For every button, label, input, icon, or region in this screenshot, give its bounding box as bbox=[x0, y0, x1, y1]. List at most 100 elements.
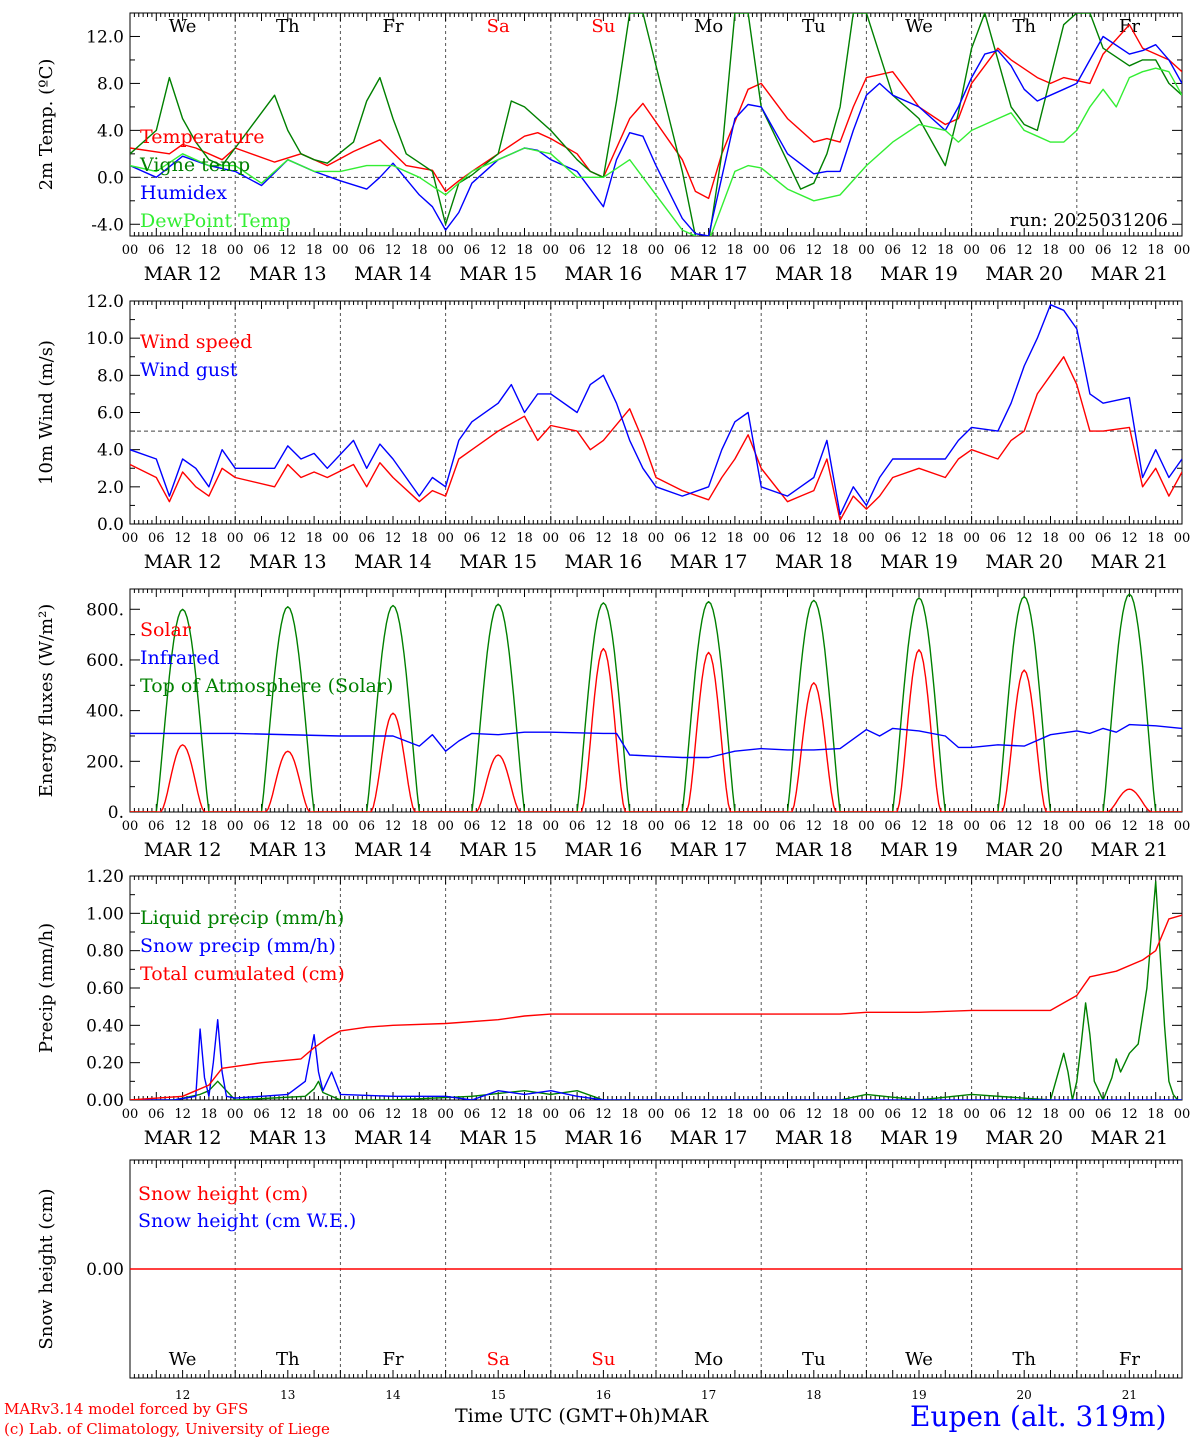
energy-y-tick-label: 600. bbox=[86, 651, 124, 671]
wind-hour-tick-label: 18 bbox=[1042, 531, 1059, 546]
wind-hour-tick-label: 06 bbox=[674, 531, 691, 546]
precip-hour-tick-label: 18 bbox=[1147, 1107, 1164, 1122]
temp-hour-tick-label: 18 bbox=[411, 243, 428, 258]
temp-legend-entry: DewPoint Temp bbox=[140, 210, 291, 232]
day-number-label: 15 bbox=[491, 1388, 506, 1402]
energy-y-tick-label: 200. bbox=[86, 752, 124, 772]
energy-date-label: MAR 16 bbox=[565, 839, 643, 861]
wind-date-label: MAR 18 bbox=[775, 551, 853, 573]
energy-hour-tick-label: 18 bbox=[1147, 819, 1164, 834]
day-name-label: Su bbox=[591, 16, 615, 37]
wind-hour-tick-label: 18 bbox=[937, 531, 954, 546]
wind-hour-tick-label: 18 bbox=[201, 531, 218, 546]
day-name-label: Th bbox=[276, 16, 300, 37]
wind-y-tick-label: 8.0 bbox=[97, 366, 124, 386]
wind-hour-tick-label: 06 bbox=[779, 531, 796, 546]
precip-hour-tick-label: 12 bbox=[806, 1107, 823, 1122]
energy-hour-tick-label: 18 bbox=[832, 819, 849, 834]
day-name-label: Sa bbox=[487, 16, 510, 37]
temp-hour-tick-label: 00 bbox=[122, 243, 139, 258]
wind-hour-tick-label: 06 bbox=[990, 531, 1007, 546]
temp-series-group bbox=[130, 13, 1182, 236]
temp-hour-tick-label: 12 bbox=[174, 243, 191, 258]
energy-hour-tick-label: 18 bbox=[201, 819, 218, 834]
temp-hour-tick-label: 06 bbox=[1095, 243, 1112, 258]
wind-y-tick-label: 4.0 bbox=[97, 441, 124, 461]
precip-hour-tick-label: 06 bbox=[253, 1107, 270, 1122]
energy-hour-tick-label: 06 bbox=[990, 819, 1007, 834]
energy-hour-tick-label: 00 bbox=[1069, 819, 1086, 834]
precip-hour-tick-label: 00 bbox=[858, 1107, 875, 1122]
wind-hour-tick-label: 12 bbox=[174, 531, 191, 546]
energy-hour-tick-label: 06 bbox=[569, 819, 586, 834]
precip-hour-tick-label: 12 bbox=[1121, 1107, 1138, 1122]
energy-date-label: MAR 19 bbox=[880, 839, 958, 861]
energy-hour-tick-label: 00 bbox=[648, 819, 665, 834]
wind-hour-tick-label: 00 bbox=[858, 531, 875, 546]
wind-hour-tick-label: 06 bbox=[1095, 531, 1112, 546]
energy-hour-tick-label: 12 bbox=[174, 819, 191, 834]
energy-date-label: MAR 12 bbox=[144, 839, 222, 861]
snow-y-axis-label: Snow height (cm) bbox=[36, 1188, 57, 1349]
wind-y-tick-label: 12.0 bbox=[86, 292, 124, 312]
wind-hour-tick-label: 00 bbox=[437, 531, 454, 546]
day-name-label: Su bbox=[591, 1349, 615, 1370]
temp-y-tick-label: -4.0 bbox=[91, 215, 124, 235]
wind-hour-tick-label: 00 bbox=[1069, 531, 1086, 546]
solar-line bbox=[130, 647, 1182, 812]
snow-y-tick-label: 0.00 bbox=[86, 1260, 124, 1280]
energy-hour-tick-label: 18 bbox=[306, 819, 323, 834]
x-axis-month: MAR bbox=[660, 1405, 709, 1427]
day-name-label: We bbox=[169, 1349, 197, 1370]
wind-hour-tick-label: 00 bbox=[332, 531, 349, 546]
energy-hour-tick-label: 18 bbox=[516, 819, 533, 834]
temp-hour-tick-label: 18 bbox=[832, 243, 849, 258]
precip-date-label: MAR 15 bbox=[459, 1127, 537, 1149]
wind-y-tick-label: 6.0 bbox=[97, 404, 124, 424]
precip-hour-tick-label: 18 bbox=[937, 1107, 954, 1122]
toa-solar-line bbox=[130, 593, 1182, 812]
precip-hour-tick-label: 18 bbox=[201, 1107, 218, 1122]
temp-hour-tick-label: 12 bbox=[595, 243, 612, 258]
temp-hour-tick-label: 18 bbox=[1042, 243, 1059, 258]
precip-y-axis-label: Precip (mm/h) bbox=[36, 923, 57, 1053]
precip-hour-tick-label: 06 bbox=[674, 1107, 691, 1122]
day-name-label: Sa bbox=[487, 1349, 510, 1370]
temp-dewpoint-templine bbox=[130, 67, 1182, 236]
temp-date-label: MAR 15 bbox=[459, 263, 537, 285]
wind-wind-speedline bbox=[130, 356, 1182, 521]
precip-hour-tick-label: 06 bbox=[569, 1107, 586, 1122]
temp-date-label: MAR 19 bbox=[880, 263, 958, 285]
wind-date-label: MAR 16 bbox=[565, 551, 643, 573]
precip-hour-tick-label: 18 bbox=[832, 1107, 849, 1122]
day-number-label: 12 bbox=[175, 1388, 190, 1402]
temp-y-tick-label: 12.0 bbox=[86, 27, 124, 47]
precip-panel: 0.00 0.20 0.40 0.60 0.80 1.00 1.20 Precip (mm/h… bbox=[36, 867, 1190, 1149]
precip-hour-tick-label: 12 bbox=[490, 1107, 507, 1122]
energy-hour-tick-label: 12 bbox=[490, 819, 507, 834]
energy-hour-tick-label: 18 bbox=[727, 819, 744, 834]
precip-y-tick-label: 0.20 bbox=[86, 1054, 124, 1074]
wind-hour-tick-label: 12 bbox=[490, 531, 507, 546]
temp-hour-tick-label: 12 bbox=[1016, 243, 1033, 258]
energy-hour-tick-label: 18 bbox=[411, 819, 428, 834]
temp-hour-tick-label: 12 bbox=[911, 243, 928, 258]
temp-hour-tick-label: 00 bbox=[963, 243, 980, 258]
precip-hour-tick-label: 12 bbox=[595, 1107, 612, 1122]
wind-y-tick-label: 0.0 bbox=[97, 515, 124, 535]
day-number-label: 16 bbox=[596, 1388, 611, 1402]
wind-hour-tick-label: 06 bbox=[358, 531, 375, 546]
temp-humidexline bbox=[130, 35, 1182, 236]
temp-date-label: MAR 20 bbox=[985, 263, 1063, 285]
precip-hour-tick-label: 00 bbox=[1174, 1107, 1191, 1122]
energy-hour-tick-label: 00 bbox=[332, 819, 349, 834]
day-name-label: Mo bbox=[694, 16, 723, 37]
energy-date-label: MAR 17 bbox=[670, 839, 748, 861]
temp-date-label: MAR 14 bbox=[354, 263, 432, 285]
precip-hour-tick-label: 00 bbox=[437, 1107, 454, 1122]
temp-hour-tick-label: 12 bbox=[1121, 243, 1138, 258]
wind-hour-tick-label: 12 bbox=[806, 531, 823, 546]
day-number-label: 13 bbox=[280, 1388, 295, 1402]
energy-hour-tick-label: 06 bbox=[884, 819, 901, 834]
